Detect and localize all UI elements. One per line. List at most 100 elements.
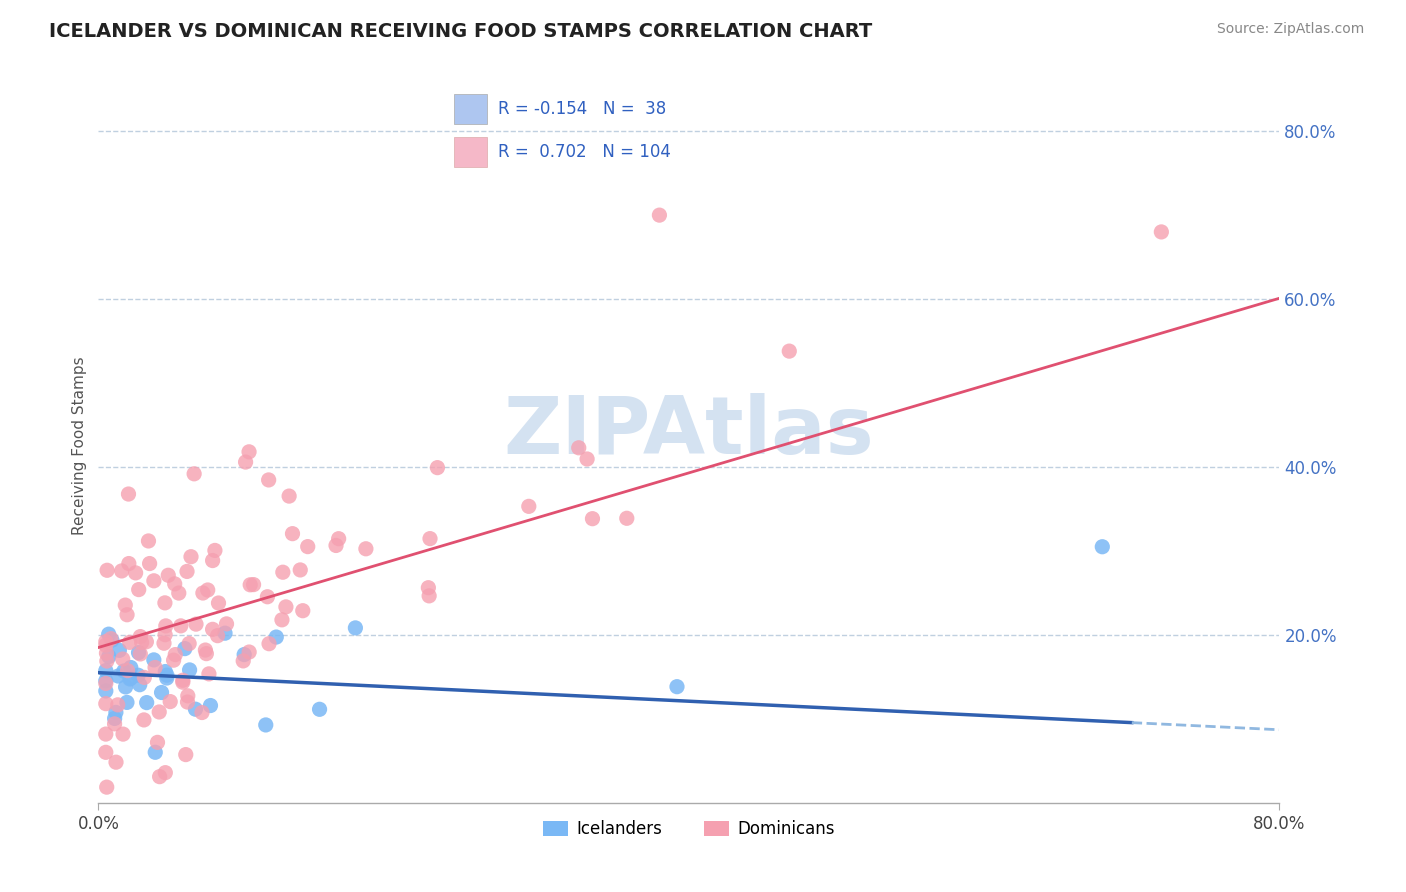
Point — [344, 621, 367, 635]
Point — [146, 735, 169, 749]
Point — [118, 635, 141, 649]
Point — [174, 747, 197, 762]
Point — [155, 765, 177, 780]
Point — [142, 574, 165, 588]
Point — [184, 702, 207, 716]
Point — [238, 445, 260, 459]
Point — [271, 613, 294, 627]
Point — [104, 706, 127, 720]
Point — [153, 636, 176, 650]
Point — [96, 654, 118, 668]
Point — [107, 669, 129, 683]
Point — [128, 646, 150, 660]
Point — [418, 581, 440, 595]
Point — [94, 745, 117, 759]
Point — [157, 568, 180, 582]
Point — [616, 511, 638, 525]
Point — [1150, 225, 1173, 239]
Point — [264, 630, 287, 644]
Text: ICELANDER VS DOMINICAN RECEIVING FOOD STAMPS CORRELATION CHART: ICELANDER VS DOMINICAN RECEIVING FOOD ST… — [49, 22, 873, 41]
Point — [115, 607, 138, 622]
Point — [418, 589, 440, 603]
Point — [96, 646, 118, 660]
Point — [179, 636, 201, 650]
Point — [177, 689, 200, 703]
Point — [207, 629, 229, 643]
Point — [97, 627, 120, 641]
Point — [103, 717, 125, 731]
Point — [97, 649, 120, 664]
Point — [150, 685, 173, 699]
Point — [134, 670, 156, 684]
Point — [94, 684, 117, 698]
Point — [191, 586, 214, 600]
Point — [124, 566, 146, 580]
Text: Source: ZipAtlas.com: Source: ZipAtlas.com — [1216, 22, 1364, 37]
Point — [274, 599, 297, 614]
Point — [112, 727, 135, 741]
Point — [129, 647, 152, 661]
Point — [131, 635, 153, 649]
Point — [114, 598, 136, 612]
Point — [254, 718, 277, 732]
Point — [183, 467, 205, 481]
Point — [94, 697, 117, 711]
Point — [129, 630, 152, 644]
Point — [94, 634, 117, 648]
Bar — [454, 95, 486, 124]
Y-axis label: Receiving Food Stamps: Receiving Food Stamps — [72, 357, 87, 535]
Point — [114, 680, 136, 694]
Point — [128, 582, 150, 597]
Point — [94, 664, 117, 678]
Point — [104, 711, 127, 725]
Point — [111, 564, 134, 578]
Point — [107, 698, 129, 712]
Point — [167, 586, 190, 600]
Bar — [454, 137, 486, 167]
Point — [576, 452, 599, 467]
Point — [156, 668, 179, 682]
Point — [581, 511, 603, 525]
Point — [194, 643, 217, 657]
Point — [207, 596, 229, 610]
Point — [94, 727, 117, 741]
Point — [112, 664, 135, 678]
Point — [153, 628, 176, 642]
Point — [297, 540, 319, 554]
Point — [195, 647, 218, 661]
Point — [201, 553, 224, 567]
Point — [325, 539, 347, 553]
Point — [143, 660, 166, 674]
Point — [142, 653, 165, 667]
Point — [180, 549, 202, 564]
Point — [179, 663, 201, 677]
Point — [128, 678, 150, 692]
Point — [354, 541, 377, 556]
Point — [100, 632, 122, 646]
Point — [155, 619, 177, 633]
Point — [214, 626, 236, 640]
Point — [184, 617, 207, 632]
Point — [138, 557, 160, 571]
Point — [281, 526, 304, 541]
Point — [290, 563, 312, 577]
Point — [233, 648, 256, 662]
Point — [278, 489, 301, 503]
Point — [200, 698, 222, 713]
Point — [256, 590, 278, 604]
Point — [101, 633, 124, 648]
Point — [120, 671, 142, 685]
Point — [778, 344, 800, 359]
Point — [165, 648, 187, 662]
Point — [156, 671, 179, 685]
Point — [96, 563, 118, 577]
Point — [149, 770, 172, 784]
Point — [201, 623, 224, 637]
Point — [1091, 540, 1114, 554]
Point — [159, 695, 181, 709]
Point — [235, 455, 257, 469]
Point — [172, 673, 194, 688]
Point — [568, 441, 591, 455]
Point — [132, 713, 155, 727]
Point — [257, 637, 280, 651]
